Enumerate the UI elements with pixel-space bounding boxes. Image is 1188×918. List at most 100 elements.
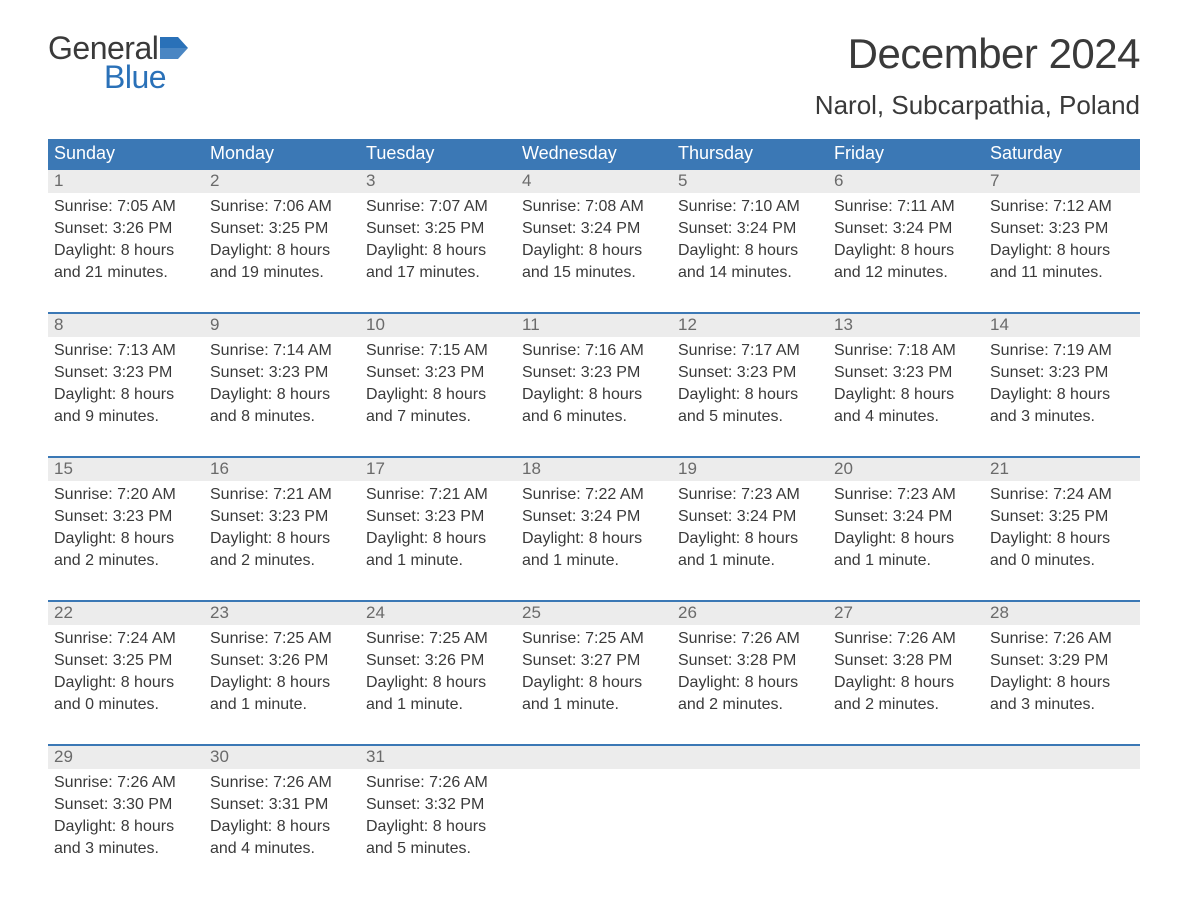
- sunrise-text: Sunrise: 7:25 AM: [366, 628, 510, 650]
- calendar-week: 293031Sunrise: 7:26 AMSunset: 3:30 PMDay…: [48, 744, 1140, 860]
- daylight-text: Daylight: 8 hours: [522, 384, 666, 406]
- sunrise-text: Sunrise: 7:26 AM: [990, 628, 1134, 650]
- day-number: 31: [360, 746, 516, 769]
- day-cell: Sunrise: 7:13 AMSunset: 3:23 PMDaylight:…: [48, 337, 204, 428]
- sunrise-text: Sunrise: 7:07 AM: [366, 196, 510, 218]
- daylight-text: and 11 minutes.: [990, 262, 1134, 284]
- day-cell: Sunrise: 7:07 AMSunset: 3:25 PMDaylight:…: [360, 193, 516, 284]
- daylight-text: and 2 minutes.: [210, 550, 354, 572]
- daylight-text: and 19 minutes.: [210, 262, 354, 284]
- sunrise-text: Sunrise: 7:11 AM: [834, 196, 978, 218]
- days-of-week-header: Sunday Monday Tuesday Wednesday Thursday…: [48, 139, 1140, 168]
- daylight-text: and 15 minutes.: [522, 262, 666, 284]
- day-number-row: 891011121314: [48, 314, 1140, 337]
- sunset-text: Sunset: 3:25 PM: [990, 506, 1134, 528]
- day-cell: Sunrise: 7:24 AMSunset: 3:25 PMDaylight:…: [48, 625, 204, 716]
- day-number: 8: [48, 314, 204, 337]
- calendar-week: 1234567Sunrise: 7:05 AMSunset: 3:26 PMDa…: [48, 168, 1140, 284]
- day-cell: [516, 769, 672, 860]
- sunset-text: Sunset: 3:28 PM: [834, 650, 978, 672]
- day-cell: Sunrise: 7:12 AMSunset: 3:23 PMDaylight:…: [984, 193, 1140, 284]
- daylight-text: and 3 minutes.: [990, 406, 1134, 428]
- daylight-text: Daylight: 8 hours: [54, 384, 198, 406]
- daylight-text: Daylight: 8 hours: [678, 672, 822, 694]
- sunset-text: Sunset: 3:23 PM: [54, 362, 198, 384]
- sunrise-text: Sunrise: 7:23 AM: [834, 484, 978, 506]
- daylight-text: Daylight: 8 hours: [54, 672, 198, 694]
- sunset-text: Sunset: 3:24 PM: [834, 506, 978, 528]
- day-cell: Sunrise: 7:26 AMSunset: 3:28 PMDaylight:…: [828, 625, 984, 716]
- sunrise-text: Sunrise: 7:13 AM: [54, 340, 198, 362]
- day-cell: [984, 769, 1140, 860]
- dow-sunday: Sunday: [48, 139, 204, 168]
- daylight-text: and 1 minute.: [834, 550, 978, 572]
- day-number: [828, 746, 984, 769]
- sunrise-text: Sunrise: 7:26 AM: [54, 772, 198, 794]
- calendar: Sunday Monday Tuesday Wednesday Thursday…: [48, 139, 1140, 860]
- day-number: 5: [672, 170, 828, 193]
- sunrise-text: Sunrise: 7:26 AM: [678, 628, 822, 650]
- sunrise-text: Sunrise: 7:25 AM: [210, 628, 354, 650]
- logo: General Blue: [48, 30, 188, 96]
- day-cell: Sunrise: 7:19 AMSunset: 3:23 PMDaylight:…: [984, 337, 1140, 428]
- day-number: [984, 746, 1140, 769]
- sunrise-text: Sunrise: 7:16 AM: [522, 340, 666, 362]
- day-number: 14: [984, 314, 1140, 337]
- sunrise-text: Sunrise: 7:22 AM: [522, 484, 666, 506]
- day-cell: Sunrise: 7:25 AMSunset: 3:26 PMDaylight:…: [204, 625, 360, 716]
- sunset-text: Sunset: 3:23 PM: [210, 362, 354, 384]
- daylight-text: Daylight: 8 hours: [54, 816, 198, 838]
- sunset-text: Sunset: 3:23 PM: [54, 506, 198, 528]
- daylight-text: Daylight: 8 hours: [54, 528, 198, 550]
- sunrise-text: Sunrise: 7:15 AM: [366, 340, 510, 362]
- day-cell: Sunrise: 7:18 AMSunset: 3:23 PMDaylight:…: [828, 337, 984, 428]
- dow-saturday: Saturday: [984, 139, 1140, 168]
- sunrise-text: Sunrise: 7:21 AM: [210, 484, 354, 506]
- daylight-text: Daylight: 8 hours: [678, 384, 822, 406]
- sunrise-text: Sunrise: 7:19 AM: [990, 340, 1134, 362]
- day-cell: Sunrise: 7:15 AMSunset: 3:23 PMDaylight:…: [360, 337, 516, 428]
- sunset-text: Sunset: 3:23 PM: [990, 362, 1134, 384]
- day-number: 28: [984, 602, 1140, 625]
- day-cell: [672, 769, 828, 860]
- daylight-text: Daylight: 8 hours: [366, 528, 510, 550]
- daylight-text: Daylight: 8 hours: [990, 240, 1134, 262]
- daylight-text: and 6 minutes.: [522, 406, 666, 428]
- day-cell: Sunrise: 7:11 AMSunset: 3:24 PMDaylight:…: [828, 193, 984, 284]
- day-number: 17: [360, 458, 516, 481]
- sunset-text: Sunset: 3:26 PM: [54, 218, 198, 240]
- daylight-text: Daylight: 8 hours: [210, 384, 354, 406]
- sunset-text: Sunset: 3:31 PM: [210, 794, 354, 816]
- day-number: 10: [360, 314, 516, 337]
- sunset-text: Sunset: 3:29 PM: [990, 650, 1134, 672]
- header: General Blue December 2024 Narol, Subcar…: [48, 30, 1140, 121]
- daylight-text: and 12 minutes.: [834, 262, 978, 284]
- month-title: December 2024: [815, 30, 1140, 78]
- sunset-text: Sunset: 3:23 PM: [990, 218, 1134, 240]
- sunrise-text: Sunrise: 7:26 AM: [210, 772, 354, 794]
- day-cell: [828, 769, 984, 860]
- day-cell: Sunrise: 7:21 AMSunset: 3:23 PMDaylight:…: [360, 481, 516, 572]
- location: Narol, Subcarpathia, Poland: [815, 90, 1140, 121]
- day-number: 19: [672, 458, 828, 481]
- day-cell: Sunrise: 7:21 AMSunset: 3:23 PMDaylight:…: [204, 481, 360, 572]
- sunset-text: Sunset: 3:24 PM: [678, 218, 822, 240]
- sunset-text: Sunset: 3:32 PM: [366, 794, 510, 816]
- daylight-text: and 21 minutes.: [54, 262, 198, 284]
- sunset-text: Sunset: 3:24 PM: [522, 506, 666, 528]
- daylight-text: Daylight: 8 hours: [834, 528, 978, 550]
- day-cell: Sunrise: 7:26 AMSunset: 3:30 PMDaylight:…: [48, 769, 204, 860]
- daylight-text: Daylight: 8 hours: [990, 384, 1134, 406]
- daylight-text: Daylight: 8 hours: [678, 528, 822, 550]
- daylight-text: and 14 minutes.: [678, 262, 822, 284]
- daylight-text: and 2 minutes.: [834, 694, 978, 716]
- day-number: 30: [204, 746, 360, 769]
- daylight-text: and 1 minute.: [366, 694, 510, 716]
- logo-text-blue: Blue: [104, 59, 188, 96]
- daylight-text: Daylight: 8 hours: [678, 240, 822, 262]
- day-cell: Sunrise: 7:23 AMSunset: 3:24 PMDaylight:…: [828, 481, 984, 572]
- day-cell: Sunrise: 7:25 AMSunset: 3:27 PMDaylight:…: [516, 625, 672, 716]
- day-number: 3: [360, 170, 516, 193]
- dow-tuesday: Tuesday: [360, 139, 516, 168]
- sunset-text: Sunset: 3:23 PM: [834, 362, 978, 384]
